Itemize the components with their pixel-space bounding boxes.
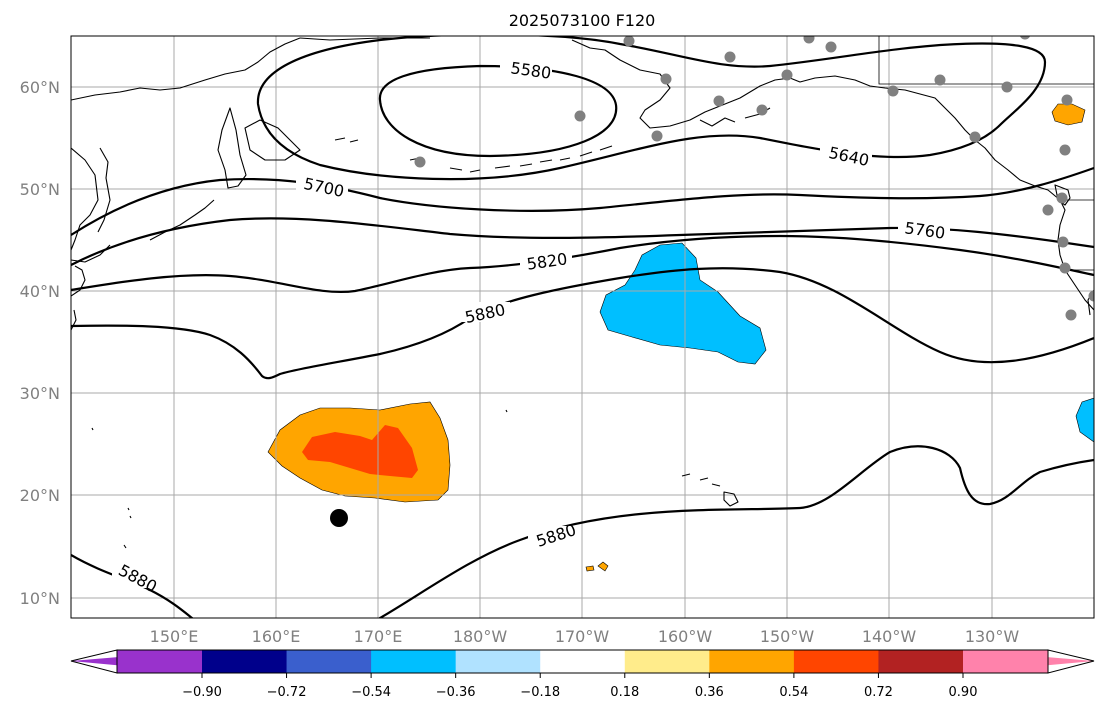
- lon-label: 140°W: [862, 627, 917, 646]
- station-markers: [414, 36, 1094, 321]
- colorbar-segment: [202, 650, 288, 673]
- latitude-labels: 60°N 50°N 40°N 30°N 20°N 10°N: [20, 78, 60, 608]
- lon-label: 150°W: [760, 627, 815, 646]
- colorbar-segment: [371, 650, 457, 673]
- colorbar-max-segment: [963, 650, 1048, 673]
- colorbar-tick-label: 0.90: [949, 685, 978, 700]
- station-marker: [1057, 236, 1069, 248]
- anomaly-region-negative-east: [1075, 397, 1094, 443]
- colorbar-tick-label: −0.18: [520, 685, 560, 700]
- lon-label: 160°W: [658, 627, 713, 646]
- station-marker: [574, 110, 586, 122]
- longitude-labels: 150°E 160°E 170°E 180°W 170°W 160°W 150°…: [150, 627, 1020, 646]
- anomaly-region-strong-positive: [302, 425, 418, 478]
- station-marker: [1019, 36, 1031, 40]
- colorbar-segment: [540, 650, 626, 673]
- graticule: [71, 36, 1094, 618]
- colorbar-segment: [624, 650, 710, 673]
- lat-label: 10°N: [20, 589, 60, 608]
- colorbar: −0.90 −0.72 −0.54 −0.36 −0.18 0.18 0.36 0.54 0.7…: [70, 649, 1095, 700]
- station-marker: [1059, 262, 1071, 274]
- colorbar-tick-label: 0.18: [610, 685, 639, 700]
- colorbar-ticks: −0.90 −0.72 −0.54 −0.36 −0.18 0.18 0.36 0.54 0.7…: [182, 673, 977, 700]
- lon-label: 180°W: [453, 627, 508, 646]
- station-marker: [724, 51, 736, 63]
- lat-label: 30°N: [20, 384, 60, 403]
- colorbar-frame: [116, 649, 1049, 674]
- station-marker: [969, 131, 981, 143]
- station-marker: [414, 156, 426, 168]
- lon-label: 170°E: [354, 627, 403, 646]
- station-marker: [1059, 144, 1071, 156]
- colorbar-tick-label: 0.36: [695, 685, 724, 700]
- station-marker: [1061, 94, 1073, 106]
- station-marker: [1088, 290, 1094, 302]
- colorbar-tick-label: −0.90: [182, 685, 222, 700]
- colorbar-segment: [455, 650, 541, 673]
- station-marker: [660, 73, 672, 85]
- lat-label: 50°N: [20, 180, 60, 199]
- colorbar-segment: [878, 650, 964, 673]
- anomaly-region-negative-north-pacific: [599, 242, 767, 365]
- colorbar-min-segment: [117, 650, 202, 673]
- colorbar-tick-label: 0.72: [864, 685, 893, 700]
- lat-label: 60°N: [20, 78, 60, 97]
- colorbar-segments: [71, 650, 1094, 673]
- colorbar-tick-label: −0.54: [351, 685, 391, 700]
- colorbar-segment: [709, 650, 795, 673]
- station-marker: [934, 74, 946, 86]
- anomaly-region-positive-east: [1051, 103, 1086, 126]
- station-marker: [756, 104, 768, 116]
- contour-5580-loop: [378, 64, 618, 158]
- lat-label: 20°N: [20, 486, 60, 505]
- station-marker: [651, 130, 663, 142]
- station-marker: [1042, 204, 1054, 216]
- lat-label: 40°N: [20, 282, 60, 301]
- colorbar-segment: [286, 650, 372, 673]
- station-marker: [887, 85, 899, 97]
- anomaly-region-small-positive: [585, 561, 609, 572]
- station-marker: [781, 69, 793, 81]
- map-frame: [70, 35, 1095, 619]
- colorbar-tick-label: −0.72: [267, 685, 307, 700]
- colorbar-tick-label: −0.36: [436, 685, 476, 700]
- contour-5700: [71, 166, 1094, 237]
- station-marker: [1056, 192, 1068, 204]
- station-marker: [825, 41, 837, 53]
- lon-label: 170°W: [555, 627, 610, 646]
- anomaly-fill-regions: [267, 103, 1094, 572]
- colorbar-tick-label: 0.54: [779, 685, 808, 700]
- contour-5880-south: [378, 445, 1094, 618]
- lon-label: 160°E: [252, 627, 301, 646]
- contour-5880-southwest: [71, 553, 194, 618]
- station-marker: [803, 36, 815, 44]
- map-title: 2025073100 F120: [509, 11, 656, 30]
- lon-label: 130°W: [965, 627, 1020, 646]
- station-marker: [713, 95, 725, 107]
- lon-label: 150°E: [150, 627, 199, 646]
- colorbar-segment: [793, 650, 879, 673]
- station-marker: [623, 36, 635, 47]
- station-marker: [1065, 309, 1077, 321]
- coastlines: [71, 37, 1094, 549]
- station-marker: [1001, 81, 1013, 93]
- storm-position-marker: [330, 509, 348, 527]
